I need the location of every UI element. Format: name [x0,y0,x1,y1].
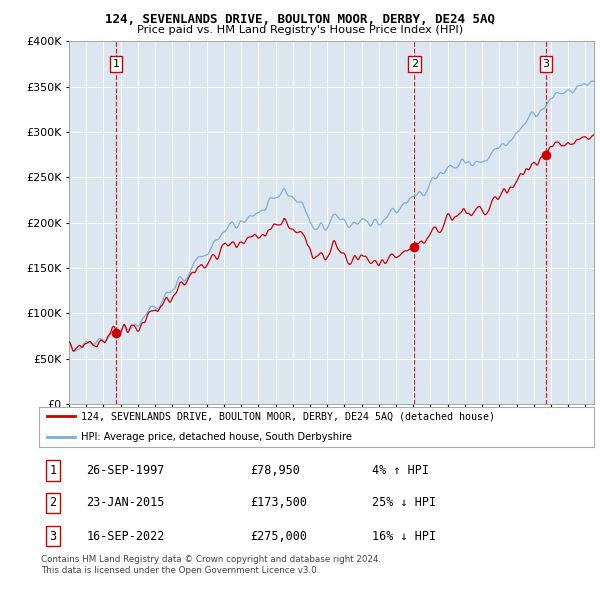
Text: 1: 1 [49,464,56,477]
Text: 2: 2 [411,59,418,69]
Text: £173,500: £173,500 [250,496,307,509]
Text: 25% ↓ HPI: 25% ↓ HPI [372,496,436,509]
Text: 1: 1 [112,59,119,69]
Text: This data is licensed under the Open Government Licence v3.0.: This data is licensed under the Open Gov… [41,566,319,575]
Text: 23-JAN-2015: 23-JAN-2015 [86,496,164,509]
Text: Price paid vs. HM Land Registry's House Price Index (HPI): Price paid vs. HM Land Registry's House … [137,25,463,35]
Text: HPI: Average price, detached house, South Derbyshire: HPI: Average price, detached house, Sout… [80,432,352,442]
Text: 4% ↑ HPI: 4% ↑ HPI [372,464,429,477]
Text: Contains HM Land Registry data © Crown copyright and database right 2024.: Contains HM Land Registry data © Crown c… [41,555,381,563]
Text: 16% ↓ HPI: 16% ↓ HPI [372,530,436,543]
Text: 124, SEVENLANDS DRIVE, BOULTON MOOR, DERBY, DE24 5AQ: 124, SEVENLANDS DRIVE, BOULTON MOOR, DER… [105,13,495,26]
Text: 3: 3 [542,59,550,69]
Text: 16-SEP-2022: 16-SEP-2022 [86,530,164,543]
Text: 124, SEVENLANDS DRIVE, BOULTON MOOR, DERBY, DE24 5AQ (detached house): 124, SEVENLANDS DRIVE, BOULTON MOOR, DER… [80,411,494,421]
Text: 26-SEP-1997: 26-SEP-1997 [86,464,164,477]
Text: 2: 2 [49,496,56,509]
Text: 3: 3 [49,530,56,543]
Text: £78,950: £78,950 [250,464,300,477]
Text: £275,000: £275,000 [250,530,307,543]
